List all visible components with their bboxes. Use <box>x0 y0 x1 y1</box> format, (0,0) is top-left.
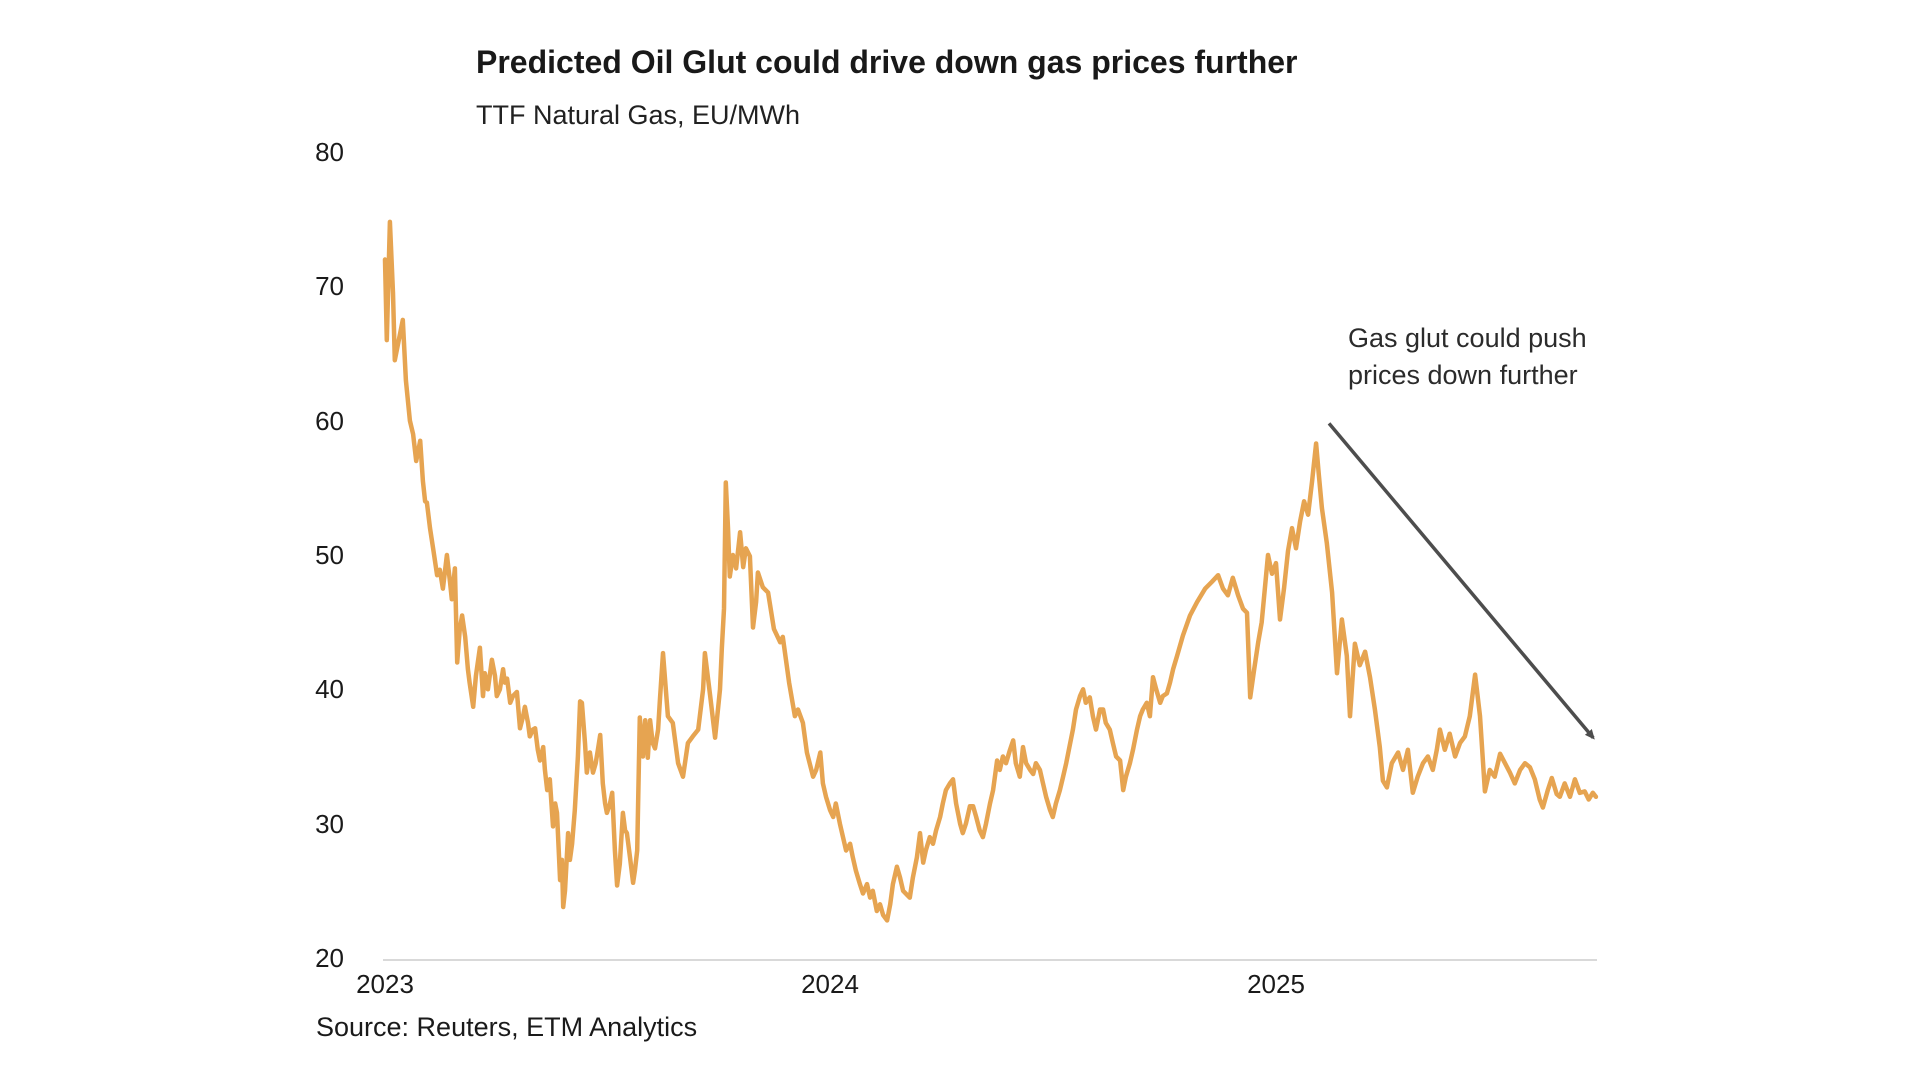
chart-annotation: Gas glut could push prices down further <box>1348 320 1587 394</box>
y-tick-label-60: 60 <box>315 406 344 436</box>
chart-subtitle: TTF Natural Gas, EU/MWh <box>476 100 801 130</box>
y-tick-label-70: 70 <box>315 271 344 301</box>
page-title: Predicted Oil Glut could drive down gas … <box>476 44 1298 80</box>
x-tick-label-2023: 2023 <box>356 969 414 999</box>
y-tick-label-20: 20 <box>315 943 344 973</box>
y-tick-label-30: 30 <box>315 809 344 839</box>
annotation-line-1: Gas glut could push <box>1348 323 1587 353</box>
x-tick-label-2024: 2024 <box>801 969 859 999</box>
source-note: Source: Reuters, ETM Analytics <box>316 1012 698 1042</box>
annotation-line-2: prices down further <box>1348 360 1578 390</box>
y-tick-label-50: 50 <box>315 540 344 570</box>
y-tick-label-40: 40 <box>315 674 344 704</box>
annotation-arrow <box>1327 422 1595 740</box>
gas-price-series-line <box>382 219 1599 923</box>
x-tick-label-2025: 2025 <box>1247 969 1305 999</box>
y-tick-label-80: 80 <box>315 137 344 167</box>
